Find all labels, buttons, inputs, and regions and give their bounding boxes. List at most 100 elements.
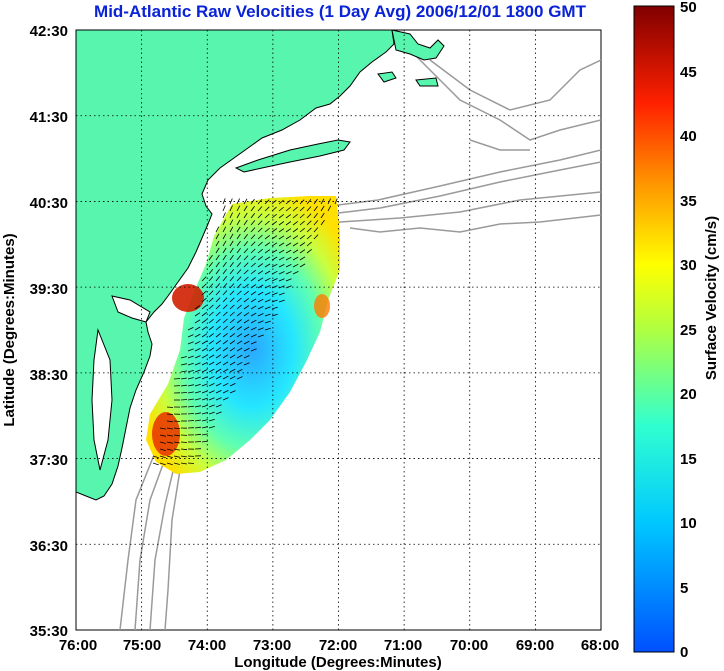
velocity-vector: [229, 219, 234, 226]
velocity-vector: [194, 305, 201, 310]
velocity-vector: [306, 241, 312, 247]
velocity-vector: [166, 434, 173, 437]
velocity-vector: [278, 249, 285, 254]
velocity-vector: [229, 276, 235, 282]
velocity-vector: [229, 311, 235, 317]
velocity-vector: [194, 312, 201, 317]
velocity-vector: [292, 199, 298, 205]
velocity-vector: [222, 311, 228, 317]
x-tick-label: 74:00: [188, 637, 226, 654]
velocity-vector: [250, 305, 257, 310]
velocity-vector: [257, 263, 264, 268]
velocity-vector: [187, 413, 195, 415]
y-tick-label: 40:30: [30, 195, 68, 212]
velocity-vector: [236, 219, 241, 226]
velocity-vector: [222, 261, 227, 268]
velocity-vector: [215, 233, 220, 240]
y-tick-label: 42:30: [30, 23, 68, 40]
velocity-vector: [222, 390, 229, 394]
velocity-vector: [215, 382, 222, 387]
velocity-vector: [264, 227, 270, 233]
velocity-vector: [299, 220, 305, 226]
velocity-vector: [243, 198, 248, 205]
velocity-vector: [208, 254, 213, 261]
velocity-vector: [194, 326, 201, 331]
velocity-vector: [264, 277, 271, 282]
velocity-vector: [285, 264, 292, 268]
velocity-vector: [236, 290, 242, 296]
velocity-vector: [215, 375, 222, 380]
velocity-vector: [278, 228, 285, 233]
velocity-vector: [229, 240, 234, 247]
velocity-vector: [180, 441, 188, 443]
velocity-vector: [201, 290, 207, 296]
velocity-vector: [201, 319, 208, 324]
velocity-vector: [250, 312, 257, 317]
velocity-vector: [285, 228, 292, 233]
velocity-vector: [201, 390, 208, 394]
velocity-vector: [243, 241, 249, 247]
y-axis-label: Latitude (Degrees:Minutes): [1, 233, 18, 426]
colorbar-tick-label: 0: [680, 644, 688, 661]
velocity-vector: [229, 390, 236, 394]
colorbar-label: Surface Velocity (cm/s): [703, 216, 720, 380]
velocity-vector: [264, 327, 271, 331]
velocity-vector: [166, 462, 173, 466]
velocity-vector: [257, 213, 263, 219]
velocity-vector: [194, 433, 202, 436]
velocity-vector: [250, 327, 257, 331]
velocity-vector: [236, 311, 242, 317]
velocity-vector: [208, 297, 214, 303]
velocity-vector: [299, 235, 306, 240]
x-tick-label: 72:00: [319, 637, 357, 654]
velocity-vector: [201, 340, 208, 345]
velocity-vector: [278, 199, 284, 205]
velocity-vector: [257, 313, 264, 317]
velocity-vector: [271, 313, 278, 317]
velocity-vector: [292, 271, 299, 275]
map-grid: [76, 30, 601, 630]
velocity-vector: [187, 327, 194, 331]
island: [377, 71, 397, 83]
velocity-vector: [271, 213, 277, 219]
x-tick-label: 75:00: [123, 637, 161, 654]
y-tick-label: 38:30: [30, 367, 68, 384]
colorbar-tick-label: 30: [680, 257, 697, 274]
velocity-vector: [243, 305, 250, 310]
velocity-vector: [299, 206, 305, 212]
velocity-vector: [264, 263, 271, 268]
velocity-vector: [306, 213, 312, 219]
velocity-vector: [257, 248, 263, 254]
velocity-vector: [194, 441, 202, 443]
velocity-vector: [187, 355, 194, 359]
colorbar-tick-label: 25: [680, 322, 697, 339]
velocity-vector: [222, 361, 229, 366]
velocity-vector: [285, 256, 292, 261]
velocity-vector: [229, 290, 235, 296]
velocity-vector: [201, 311, 207, 317]
velocity-vector: [236, 226, 241, 233]
velocity-vector: [278, 256, 285, 261]
velocity-vector: [180, 399, 188, 401]
velocity-vector: [201, 333, 208, 338]
velocity-vector: [229, 198, 233, 205]
velocity-vector: [285, 278, 292, 282]
velocity-vector: [229, 254, 234, 261]
velocity-vector: [236, 376, 243, 380]
velocity-vector: [236, 255, 242, 261]
velocity-vector: [222, 375, 229, 380]
velocity-vector: [222, 254, 227, 261]
velocity-vector: [299, 227, 305, 233]
velocity-vector: [285, 271, 292, 275]
velocity-vector: [299, 249, 306, 254]
velocity-vector: [208, 354, 215, 359]
velocity-vector: [222, 332, 228, 338]
velocity-vector: [285, 199, 291, 205]
velocity-vector: [313, 213, 319, 219]
velocity-vector: [229, 212, 233, 219]
velocity-vector: [222, 226, 227, 233]
velocity-vector: [278, 292, 285, 296]
colorbar-tick-label: 5: [680, 580, 688, 597]
velocity-vector: [320, 198, 325, 205]
velocity-vector: [215, 354, 222, 359]
